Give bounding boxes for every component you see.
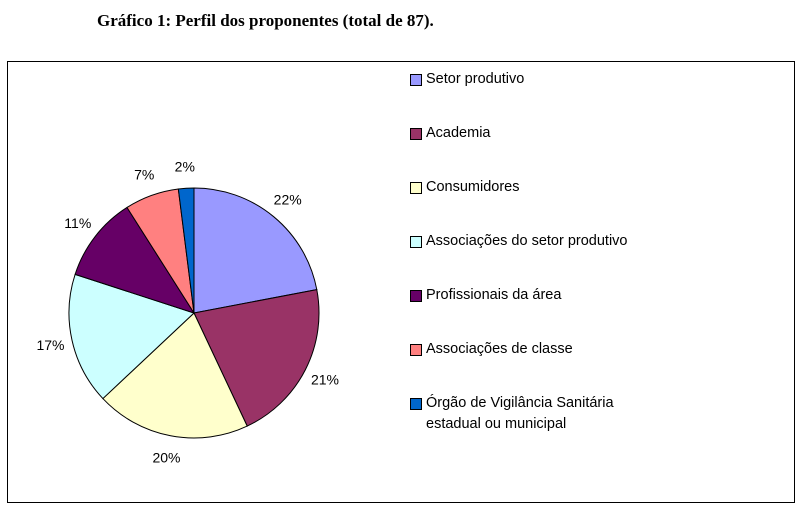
legend-swatch	[410, 74, 422, 86]
data-label-orgao-de-vigilancia-sanitaria: 2%	[175, 158, 195, 174]
pie-slice-setor-produtivo	[193, 187, 318, 314]
legend-item-profissionais-da-area: Profissionais da área	[409, 284, 789, 338]
legend-item-orgao-de-vigilancia-sanitaria: Órgão de Vigilância Sanitária estadual ou…	[409, 392, 789, 446]
pie-slice-associacoes-do-setor-produtivo	[68, 273, 195, 400]
chart-frame: 22% 21% 20% 17% 11% 7% 2% Setor produtivo Acade…	[7, 61, 795, 503]
legend-label: Setor produtivo	[426, 71, 525, 87]
legend-label: Academia	[426, 125, 491, 141]
data-label-setor-produtivo: 22%	[274, 192, 302, 208]
legend-label: Profissionais da área	[426, 287, 562, 303]
legend-label: Associações de classe	[426, 341, 573, 357]
legend-label: Associações do setor produtivo	[426, 233, 628, 249]
legend-label: Consumidores	[426, 179, 520, 195]
pie-chart: 22% 21% 20% 17% 11% 7% 2%	[36, 158, 339, 465]
chart-caption: Gráfico 1: Perfil dos proponentes (total…	[97, 11, 434, 30]
legend-swatch	[410, 236, 422, 248]
legend-swatch	[410, 290, 422, 302]
data-label-profissionais-da-area: 11%	[64, 215, 91, 231]
legend-swatch	[410, 344, 422, 356]
pie-slice-orgao-de-vigilancia-sanitaria	[177, 187, 195, 314]
data-label-associacoes-do-setor-produtivo: 17%	[36, 337, 64, 353]
legend-item-consumidores: Consumidores	[409, 176, 789, 230]
pie-slice-consumidores	[102, 312, 248, 439]
pie-slice-academia	[193, 288, 320, 427]
legend-swatch	[410, 182, 422, 194]
data-label-consumidores: 20%	[152, 449, 180, 465]
legend-item-associacoes-de-classe: Associações de classe	[409, 338, 789, 392]
pie-slice-profissionais-da-area	[74, 206, 196, 314]
chart-legend: Setor produtivo Academia Consumidores Assoc…	[409, 68, 789, 446]
data-label-associacoes-de-classe: 7%	[134, 167, 154, 183]
legend-swatch	[410, 398, 422, 410]
legend-item-academia: Academia	[409, 122, 789, 176]
legend-label: Órgão de Vigilância Sanitária estadual ou…	[426, 395, 614, 432]
legend-item-associacoes-do-setor-produtivo: Associações do setor produtivo	[409, 230, 789, 284]
legend-swatch	[410, 128, 422, 140]
data-label-academia: 21%	[311, 372, 339, 388]
legend-item-setor-produtivo: Setor produtivo	[409, 68, 789, 122]
